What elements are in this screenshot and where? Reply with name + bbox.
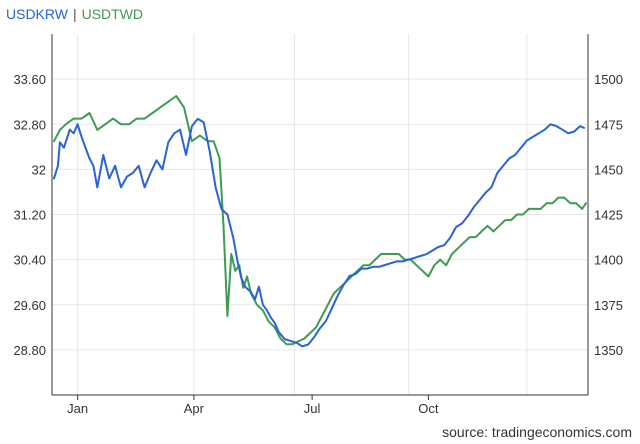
x-tick-label: Jul bbox=[304, 401, 321, 416]
y-right-tick-label: 1350 bbox=[594, 343, 623, 358]
y-left-tick-label: 32 bbox=[32, 162, 46, 177]
legend-usdtwd[interactable]: USDTWD bbox=[81, 6, 144, 22]
y-left-tick-label: 28.80 bbox=[13, 343, 46, 358]
x-tick-label: Oct bbox=[418, 401, 439, 416]
series-line-usdkrw bbox=[53, 117, 585, 348]
y-right-tick-label: 1450 bbox=[594, 162, 623, 177]
y-left-tick-label: 29.60 bbox=[13, 298, 46, 313]
legend-usdkrw[interactable]: USDKRW bbox=[6, 6, 68, 22]
y-left-tick-label: 31.20 bbox=[13, 208, 46, 223]
legend-separator: | bbox=[72, 6, 77, 22]
y-left-tick-label: 32.80 bbox=[13, 117, 46, 132]
y-right-tick-label: 1375 bbox=[594, 298, 623, 313]
series-line-usdtwd bbox=[53, 95, 587, 346]
y-right-tick-label: 1425 bbox=[594, 208, 623, 223]
chart-legend: USDKRW | USDTWD bbox=[6, 6, 143, 22]
x-tick-label: Apr bbox=[184, 401, 205, 416]
y-right-tick-label: 1400 bbox=[594, 253, 623, 268]
y-right-tick-label: 1475 bbox=[594, 117, 623, 132]
y-right-tick-label: 1500 bbox=[594, 72, 623, 87]
y-left-tick-label: 33.60 bbox=[13, 72, 46, 87]
y-left-tick-label: 30.40 bbox=[13, 253, 46, 268]
source-credit: source: tradingeconomics.com bbox=[442, 424, 632, 440]
x-tick-label: Jan bbox=[67, 401, 88, 416]
